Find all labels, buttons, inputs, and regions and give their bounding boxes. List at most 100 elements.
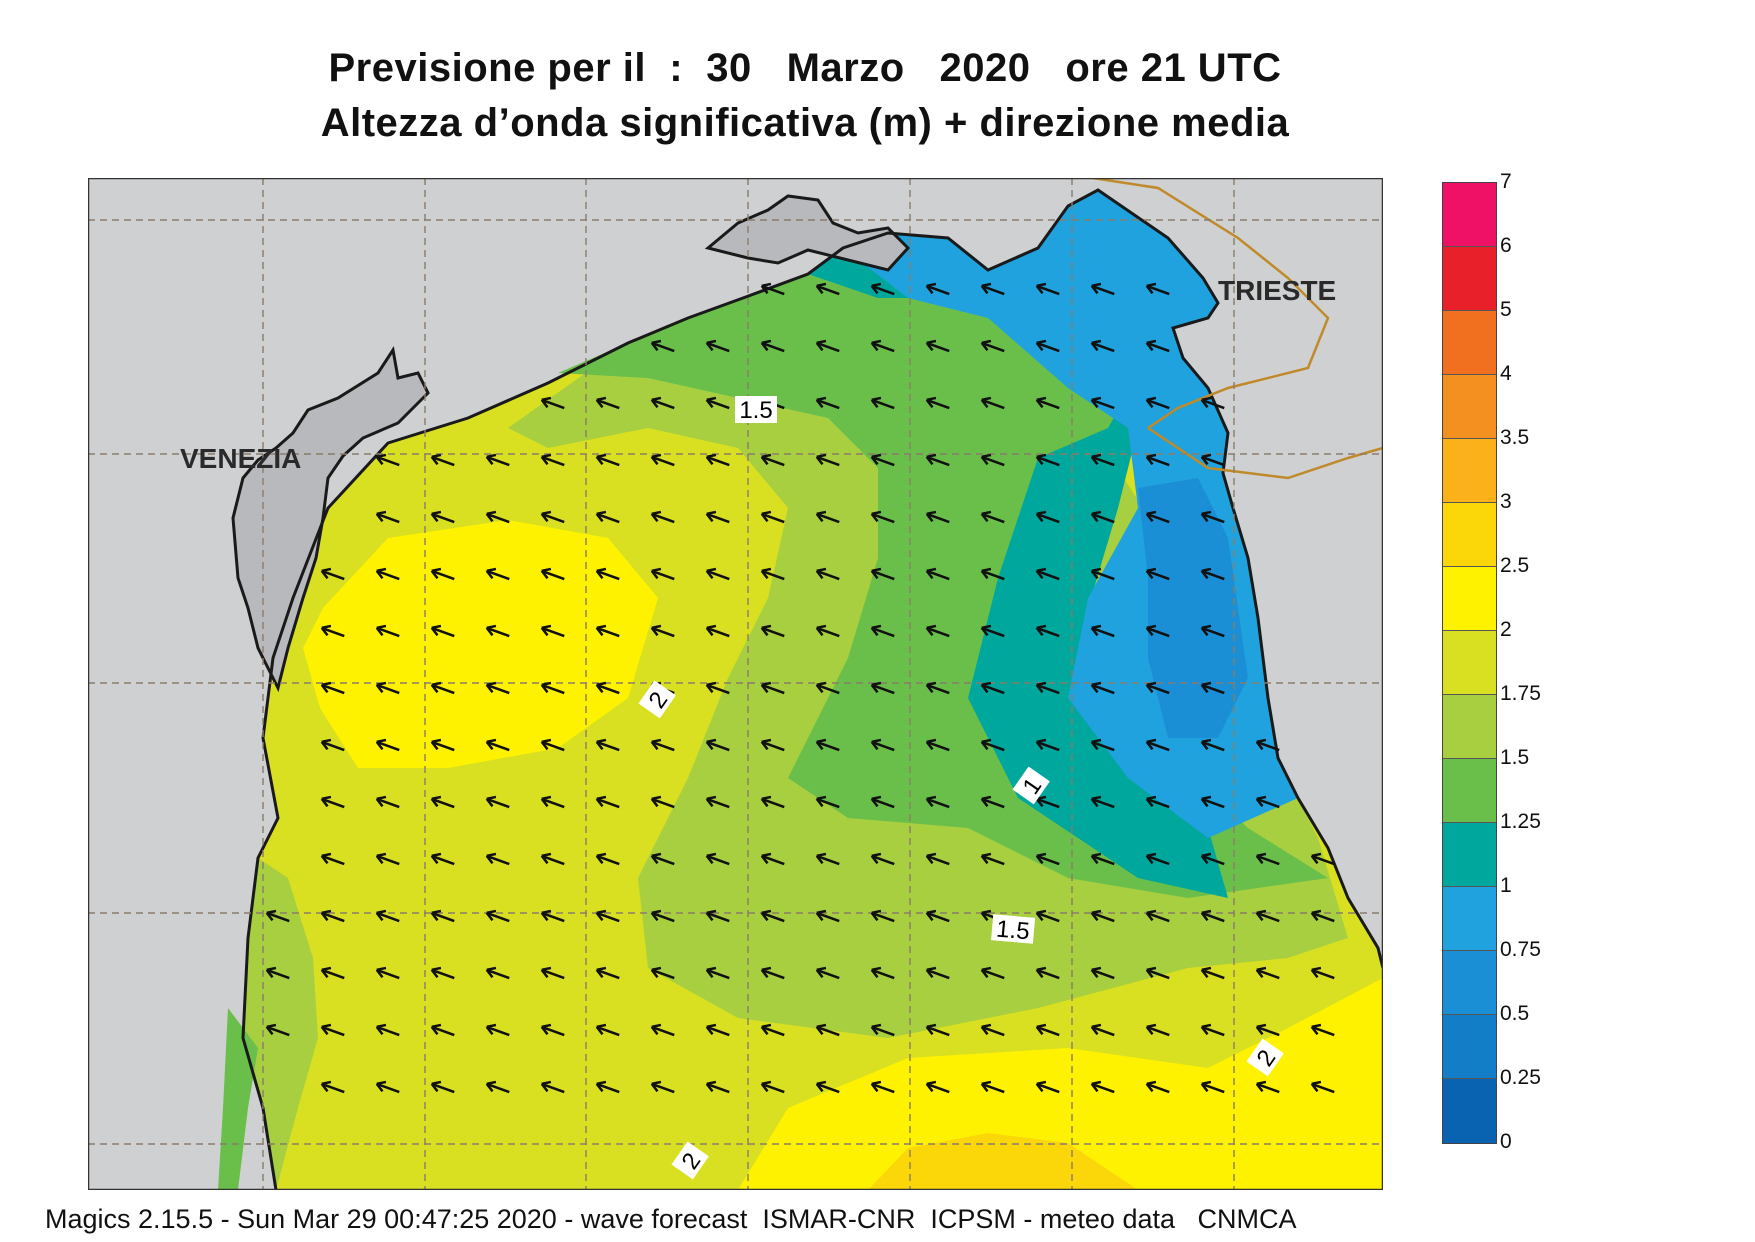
colorbar-band — [1443, 695, 1496, 759]
colorbar-tick-label: 1.5 — [1500, 746, 1530, 769]
wave-arrow — [1035, 1080, 1060, 1094]
wave-arrow — [815, 795, 840, 809]
wave-arrow — [925, 567, 950, 581]
wave-arrow — [760, 738, 785, 752]
wave-arrow — [870, 1023, 895, 1037]
band-2-5-to-3 — [868, 1133, 1138, 1190]
wave-arrow — [430, 567, 455, 581]
wave-arrow — [540, 909, 565, 923]
wave-arrow — [760, 339, 785, 353]
wave-arrow — [870, 396, 895, 410]
wave-arrow — [1145, 396, 1170, 410]
wave-arrow — [265, 1023, 290, 1037]
wave-arrow — [540, 1023, 565, 1037]
wave-arrow — [705, 624, 730, 638]
wave-arrow — [320, 1023, 345, 1037]
wave-arrow — [320, 681, 345, 695]
wave-arrow — [375, 795, 400, 809]
wave-arrow — [375, 909, 400, 923]
colorbar-tick-label: 1.75 — [1500, 682, 1541, 705]
colorbar-tick-label: 6 — [1500, 234, 1512, 257]
wave-arrow — [1310, 1080, 1335, 1094]
wave-arrow — [540, 852, 565, 866]
wave-arrow — [485, 510, 510, 524]
wave-arrow — [1035, 567, 1060, 581]
wave-arrow — [1090, 510, 1115, 524]
wave-arrow — [1200, 624, 1225, 638]
contour-label-1-5-south: 1.5 — [991, 914, 1036, 945]
wave-arrow — [1035, 624, 1060, 638]
wave-arrow — [870, 738, 895, 752]
wave-arrow — [925, 852, 950, 866]
wave-arrow — [650, 339, 675, 353]
wave-arrow — [1200, 738, 1225, 752]
wave-arrow — [705, 1023, 730, 1037]
wave-arrow — [430, 909, 455, 923]
wave-arrow — [815, 1023, 840, 1037]
wave-arrow — [1145, 966, 1170, 980]
wave-arrow — [650, 909, 675, 923]
wave-arrow — [1310, 852, 1335, 866]
wave-arrow — [760, 282, 785, 296]
wave-arrow — [705, 453, 730, 467]
colorbar-tick-label: 2 — [1500, 618, 1512, 641]
footer-credits: Magics 2.15.5 - Sun Mar 29 00:47:25 2020… — [45, 1204, 1297, 1234]
wave-arrow — [1090, 567, 1115, 581]
wave-arrow — [1310, 909, 1335, 923]
wave-arrow — [485, 1080, 510, 1094]
wave-arrow — [980, 510, 1005, 524]
wave-arrow — [430, 624, 455, 638]
wave-arrow — [650, 396, 675, 410]
wave-arrow — [870, 909, 895, 923]
wave-arrow — [705, 852, 730, 866]
wave-arrow — [925, 795, 950, 809]
wave-arrow — [815, 339, 840, 353]
colorbar-tick-label: 0 — [1500, 1130, 1512, 1153]
wave-arrow — [1145, 1080, 1170, 1094]
wave-arrow — [1255, 852, 1280, 866]
wave-arrow — [485, 567, 510, 581]
wave-arrow — [925, 1080, 950, 1094]
wave-arrow — [815, 966, 840, 980]
wave-arrow — [430, 1023, 455, 1037]
wave-arrow — [705, 510, 730, 524]
colorbar-band — [1443, 1015, 1496, 1079]
wave-arrow — [375, 966, 400, 980]
wave-arrow — [1145, 738, 1170, 752]
wave-arrow — [760, 795, 785, 809]
contour-label-2-west: 2 — [638, 680, 676, 719]
wave-arrow — [760, 966, 785, 980]
wave-arrow — [760, 852, 785, 866]
colorbar-band — [1443, 311, 1496, 375]
wave-arrow — [540, 453, 565, 467]
colorbar-band — [1443, 183, 1496, 247]
wave-arrow — [925, 282, 950, 296]
band-1-5-west — [243, 858, 318, 1190]
wave-arrow — [1035, 282, 1060, 296]
wave-arrow — [1090, 1080, 1115, 1094]
wave-arrow — [265, 909, 290, 923]
colorbar-tick-label: 5 — [1500, 298, 1512, 321]
lat-lon-grid — [88, 178, 1383, 1190]
wave-arrow — [815, 852, 840, 866]
wave-arrow — [925, 681, 950, 695]
wave-arrow — [1035, 738, 1060, 752]
wave-arrow — [375, 852, 400, 866]
wave-arrow — [650, 453, 675, 467]
wave-arrow — [870, 567, 895, 581]
wave-arrow — [595, 909, 620, 923]
wave-arrow — [595, 1080, 620, 1094]
wave-arrow — [485, 909, 510, 923]
wave-arrow — [1090, 396, 1115, 410]
contour-label-2-southeast: 2 — [1246, 1038, 1284, 1077]
wave-arrow — [1035, 966, 1060, 980]
wave-arrow — [1145, 282, 1170, 296]
wave-arrow — [595, 966, 620, 980]
wave-arrow — [540, 510, 565, 524]
wave-arrow — [1035, 510, 1060, 524]
wave-arrow — [980, 738, 1005, 752]
wave-arrow — [760, 1023, 785, 1037]
wave-arrow — [815, 1080, 840, 1094]
wave-arrow — [485, 453, 510, 467]
wave-arrow — [760, 681, 785, 695]
